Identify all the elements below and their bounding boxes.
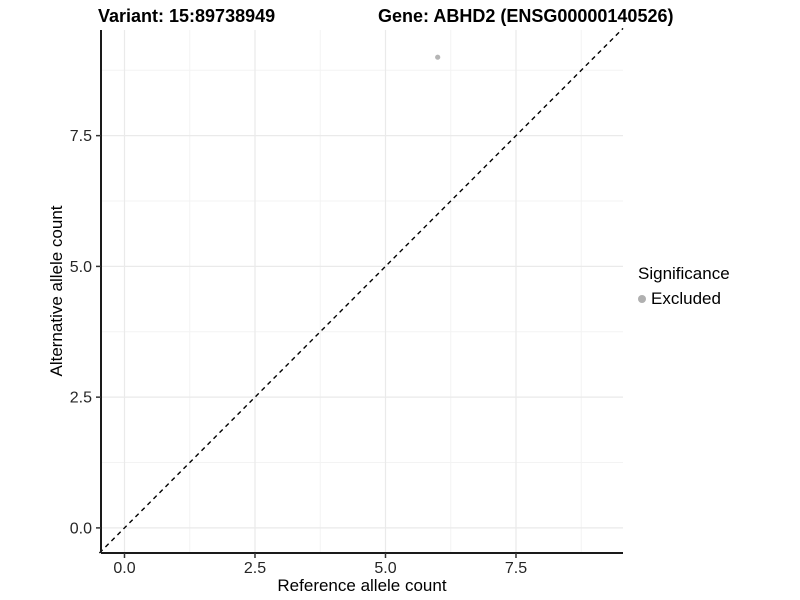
x-tick-label: 0.0: [113, 560, 135, 577]
variant-title: Variant: 15:89738949: [98, 6, 276, 26]
y-axis-title: Alternative allele count: [47, 205, 66, 377]
x-tick-label: 5.0: [374, 560, 396, 577]
legend-item-excluded: Excluded: [638, 289, 730, 309]
legend-item-label: Excluded: [651, 289, 721, 308]
x-tick-label: 7.5: [505, 560, 527, 577]
legend: Significance Excluded: [638, 264, 730, 309]
x-tick-label: 2.5: [244, 560, 266, 577]
gene-title: Gene: ABHD2 (ENSG00000140526): [378, 6, 674, 26]
y-tick-label: 0.0: [70, 520, 92, 537]
excluded-point-icon: [638, 295, 646, 303]
y-tick-label: 5.0: [70, 259, 92, 276]
x-axis-title: Reference allele count: [277, 576, 447, 595]
y-tick-label: 2.5: [70, 390, 92, 407]
identity-line: [98, 27, 624, 554]
y-tick-label: 7.5: [70, 128, 92, 145]
legend-title: Significance: [638, 264, 730, 283]
data-point: [435, 54, 441, 60]
